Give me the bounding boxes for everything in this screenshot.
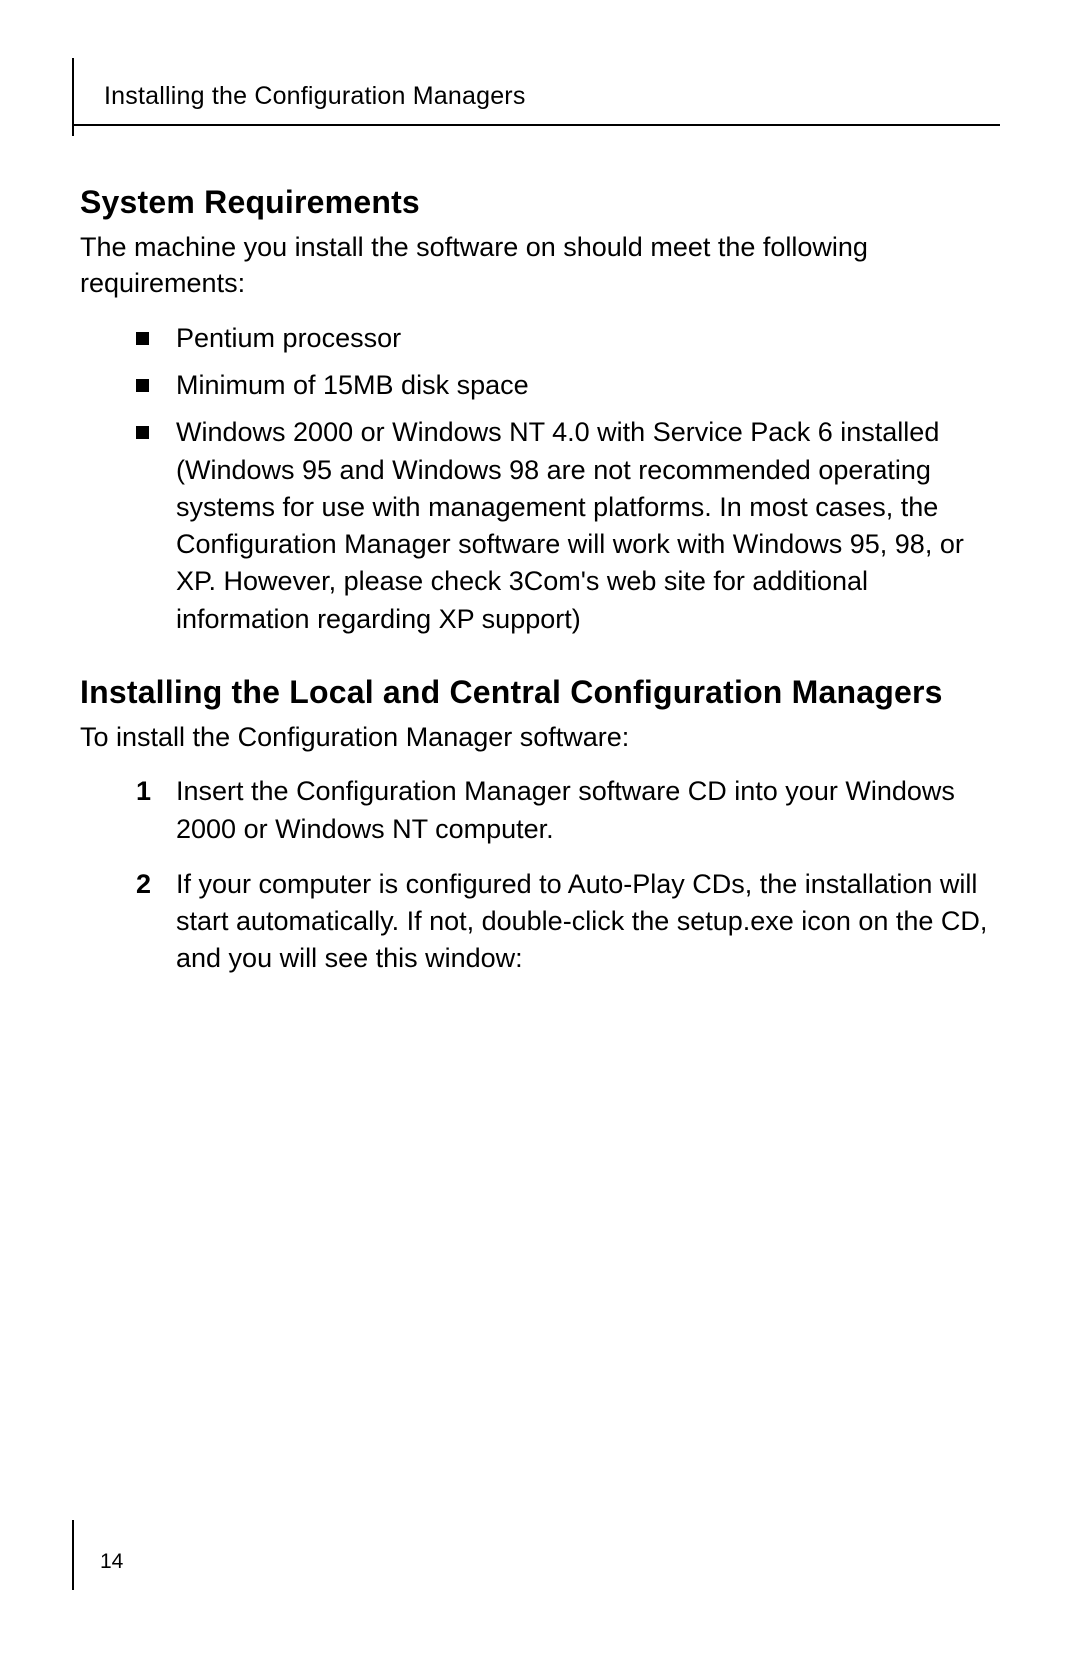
list-item: Insert the Configuration Manager softwar…	[136, 773, 1000, 848]
system-requirements-intro: The machine you install the software on …	[80, 229, 1000, 302]
header-horizontal-rule	[72, 124, 1000, 126]
section-title-installing: Installing the Local and Central Configu…	[80, 674, 1000, 711]
list-item: If your computer is configured to Auto-P…	[136, 866, 1000, 978]
page-number: 14	[100, 1550, 123, 1574]
footer-vertical-rule	[72, 1520, 74, 1590]
page: Installing the Configuration Managers Sy…	[0, 0, 1080, 1656]
page-header: Installing the Configuration Managers	[80, 70, 1000, 144]
list-item: Windows 2000 or Windows NT 4.0 with Serv…	[136, 414, 1000, 638]
page-footer: 14	[72, 1526, 272, 1596]
running-title: Installing the Configuration Managers	[104, 82, 526, 111]
page-content: System Requirements The machine you inst…	[80, 184, 1000, 978]
installing-intro: To install the Configuration Manager sof…	[80, 719, 1000, 755]
install-steps: Insert the Configuration Manager softwar…	[80, 773, 1000, 977]
list-item: Pentium processor	[136, 320, 1000, 357]
list-item: Minimum of 15MB disk space	[136, 367, 1000, 404]
section-title-system-requirements: System Requirements	[80, 184, 1000, 221]
system-requirements-list: Pentium processor Minimum of 15MB disk s…	[80, 320, 1000, 638]
